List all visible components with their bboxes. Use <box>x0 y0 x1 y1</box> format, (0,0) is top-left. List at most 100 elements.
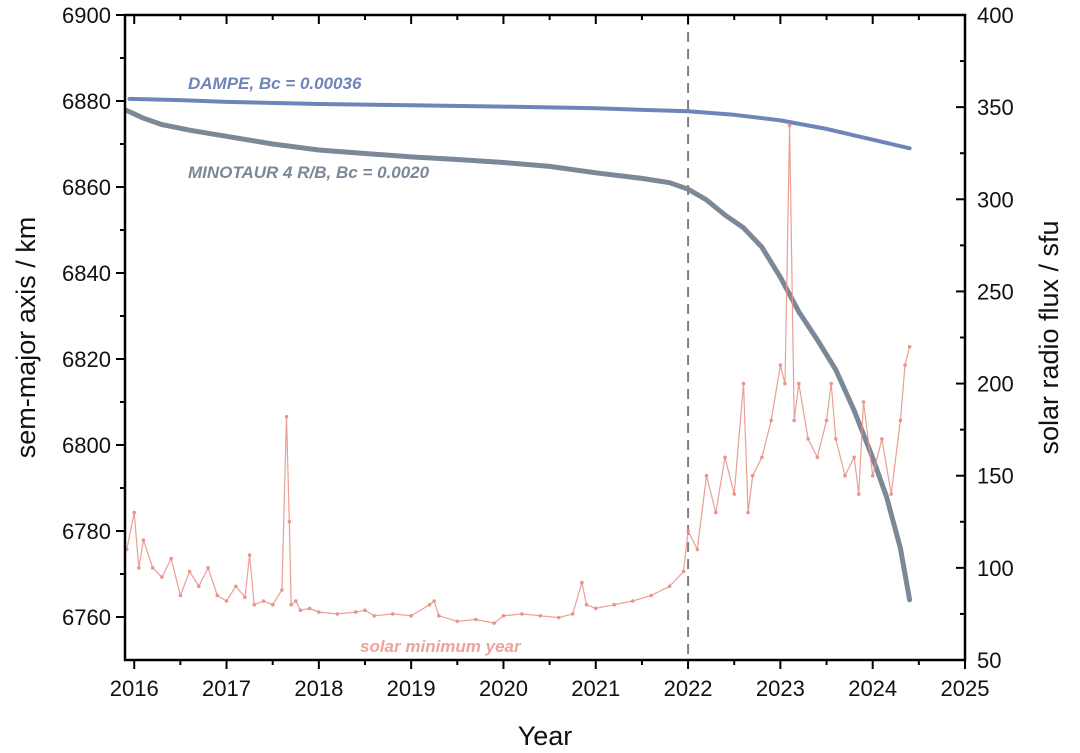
solar-flux-point <box>354 610 358 614</box>
solar-flux-point <box>307 606 312 611</box>
solar-flux-point <box>704 473 709 478</box>
solar-flux-point <box>834 437 838 441</box>
solar-flux-point <box>224 599 229 603</box>
series-line-solar-flux <box>126 125 911 624</box>
solar-flux-point <box>686 529 690 533</box>
solar-flux-point <box>760 455 764 460</box>
x-tick-label: 2019 <box>387 676 436 701</box>
solar-flux-point <box>750 473 755 478</box>
solar-flux-point <box>857 492 861 496</box>
solar-flux-point <box>178 593 183 598</box>
y-right-tick-label: 300 <box>977 187 1014 212</box>
solar-flux-point <box>455 619 460 624</box>
solar-flux-point <box>160 575 164 579</box>
solar-flux-point <box>150 566 155 570</box>
x-tick-label: 2016 <box>110 676 159 701</box>
solar-flux-point <box>843 473 847 478</box>
x-tick-label: 2021 <box>571 676 620 701</box>
annotation-dampe: DAMPE, Bc = 0.00036 <box>188 74 362 93</box>
solar-flux-point <box>667 584 672 589</box>
solar-flux-point <box>252 602 256 607</box>
solar-flux-point <box>792 418 796 423</box>
solar-flux-point <box>861 400 866 404</box>
y-right-tick-label: 350 <box>977 95 1014 120</box>
solar-flux-point <box>169 556 173 561</box>
x-tick-label: 2018 <box>294 676 343 701</box>
x-tick-label: 2022 <box>664 676 713 701</box>
x-axis-title: Year <box>518 721 573 751</box>
series-line-minotaur <box>124 108 913 603</box>
solar-flux-point <box>723 455 727 460</box>
solar-flux-point <box>778 363 783 367</box>
y-right-tick-label: 100 <box>977 556 1014 581</box>
solar-flux-point <box>474 617 478 622</box>
solar-flux-point <box>317 610 321 614</box>
y-right-tick-label: 250 <box>977 279 1014 304</box>
y-left-tick-label: 6840 <box>62 261 111 286</box>
solar-flux-point <box>501 614 506 618</box>
x-tick-label: 2017 <box>202 676 251 701</box>
series-line-dampe <box>127 96 912 151</box>
solar-flux-point <box>732 492 736 496</box>
solar-flux-point <box>824 418 829 423</box>
solar-flux-point <box>880 437 884 441</box>
solar-flux-point <box>137 566 141 570</box>
x-tick-label: 2025 <box>941 676 990 701</box>
solar-flux-point <box>187 569 192 574</box>
y-left-tick-label: 6820 <box>62 347 111 372</box>
solar-flux-point <box>695 547 700 552</box>
solar-flux-point <box>797 381 801 386</box>
y-axis-left-title: sem-major axis / km <box>11 217 41 459</box>
solar-flux-point <box>261 599 266 603</box>
series-layer <box>124 15 913 660</box>
solar-flux-point <box>132 510 136 515</box>
x-tick-label: 2024 <box>848 676 897 701</box>
solar-flux-point <box>681 569 686 574</box>
y-left-tick-label: 6760 <box>62 605 111 630</box>
y-left-tick-label: 6880 <box>62 89 111 114</box>
solar-flux-point <box>746 510 750 515</box>
solar-flux-point <box>898 418 903 423</box>
solar-flux-point <box>612 602 616 607</box>
solar-flux-point <box>243 595 247 600</box>
plot-frame <box>123 13 967 662</box>
solar-flux-point <box>427 602 432 607</box>
solar-flux-point <box>141 538 146 542</box>
solar-flux-point <box>787 123 792 128</box>
solar-flux-point <box>287 520 292 524</box>
solar-flux-point <box>234 584 238 589</box>
y-right-tick-label: 50 <box>977 648 1001 673</box>
ticks: 2016 2017 2018 2019 2020 2021 2022 2023 2024 2025… <box>62 3 1014 701</box>
solar-flux-point <box>769 418 773 423</box>
y-right-tick-label: 200 <box>977 372 1014 397</box>
solar-flux-point <box>907 344 912 349</box>
solar-flux-point <box>432 599 437 603</box>
y-axis-right-title: solar radio flux / sfu <box>1034 220 1064 454</box>
x-tick-label: 2020 <box>479 676 528 701</box>
y-left-tick-label: 6800 <box>62 433 111 458</box>
solar-flux-point <box>903 363 907 367</box>
y-left-tick-label: 6900 <box>62 3 111 28</box>
solar-flux-point <box>409 614 414 618</box>
solar-flux-point <box>741 381 746 386</box>
solar-flux-point <box>783 381 787 386</box>
axes-frame <box>123 13 967 662</box>
y-left-tick-label: 6860 <box>62 175 111 200</box>
solar-flux-point <box>538 614 543 618</box>
solar-flux-point <box>492 621 497 625</box>
solar-flux-point <box>390 612 395 616</box>
solar-flux-point <box>649 593 653 598</box>
solar-flux-point <box>294 599 298 603</box>
solar-flux-point <box>270 602 275 607</box>
solar-flux-point <box>520 612 524 616</box>
solar-flux-point <box>557 615 561 620</box>
solar-flux-point <box>829 381 833 386</box>
solar-flux-point <box>280 588 284 592</box>
solar-flux-point <box>298 608 303 612</box>
solar-flux-point <box>247 553 252 557</box>
y-left-tick-label: 6780 <box>62 519 111 544</box>
solar-flux-point <box>714 510 718 515</box>
solar-flux-point <box>630 599 635 603</box>
annotation-minotaur: MINOTAUR 4 R/B, Bc = 0.0020 <box>188 163 430 182</box>
solar-flux-point <box>852 455 856 460</box>
